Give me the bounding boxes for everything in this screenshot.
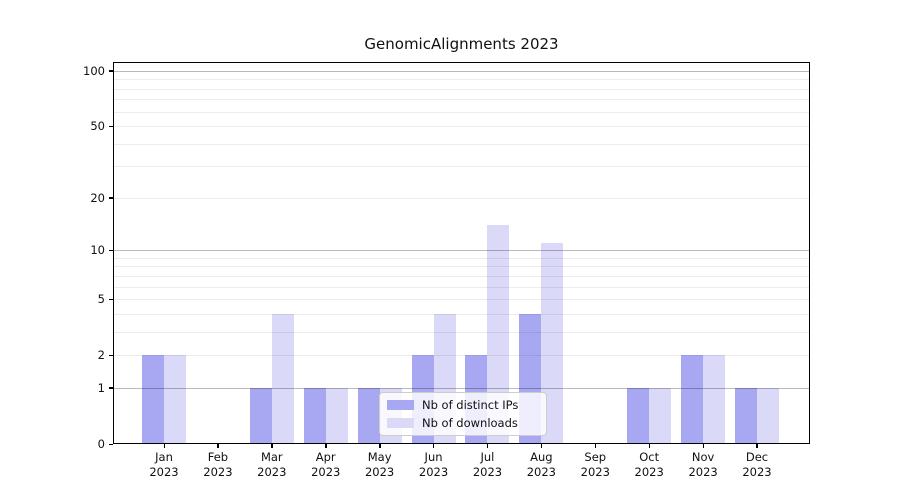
x-tick-label: Mar 2023: [257, 450, 287, 479]
gridline-y-90: [113, 79, 810, 81]
y-tick-label: 20: [90, 190, 105, 205]
x-tick-label: Apr 2023: [311, 450, 341, 479]
legend-row-downloads: Nb of downloads: [387, 416, 538, 430]
gridline-y-7: [113, 275, 810, 277]
x-tick-mark: [271, 444, 273, 448]
legend-swatch-distinct-ips-icon: [387, 400, 414, 410]
x-tick-label: Aug 2023: [526, 450, 556, 479]
legend-label-distinct-ips: Nb of distinct IPs: [422, 398, 519, 412]
chart-title: GenomicAlignments 2023: [364, 35, 559, 53]
gridline-y-20: [113, 197, 810, 199]
y-tick-label: 1: [97, 380, 105, 395]
gridline-y-50: [113, 126, 810, 128]
x-tick-mark: [433, 444, 435, 448]
x-tick-label: Dec 2023: [742, 450, 772, 479]
y-tick-mark: [109, 387, 113, 389]
x-tick-mark: [702, 444, 704, 448]
x-tick-label: Oct 2023: [634, 450, 664, 479]
gridline-y-40: [113, 143, 810, 145]
bar-distinct-ips: [681, 355, 704, 444]
x-tick-label: Jan 2023: [149, 450, 179, 479]
x-tick-label: Feb 2023: [203, 450, 233, 479]
bar-downloads: [325, 387, 348, 444]
x-tick-mark: [594, 444, 597, 448]
x-tick-mark: [217, 444, 219, 448]
bar-distinct-ips: [627, 387, 650, 444]
x-tick-mark: [756, 444, 758, 448]
gridline-y-9: [113, 257, 810, 259]
y-tick-label: 2: [97, 348, 105, 363]
x-tick-mark: [163, 444, 165, 448]
gridline-y-70: [113, 99, 810, 101]
gridline-y-30: [113, 166, 810, 168]
y-tick-label: 100: [83, 63, 105, 78]
y-tick-mark: [109, 125, 113, 128]
x-tick-mark: [379, 444, 381, 448]
y-tick-mark: [109, 70, 113, 72]
y-tick-mark: [109, 298, 113, 301]
bar-downloads: [649, 387, 672, 444]
gridline-y-8: [113, 266, 810, 268]
bar-distinct-ips: [142, 355, 164, 444]
x-tick-mark: [648, 444, 651, 448]
y-tick-mark: [109, 443, 113, 445]
x-tick-label: May 2023: [364, 450, 395, 479]
gridline-y-3: [113, 331, 810, 333]
x-tick-mark: [486, 444, 489, 448]
gridline-y-4: [113, 313, 810, 315]
legend-label-downloads: Nb of downloads: [422, 416, 518, 430]
x-tick-label: Jul 2023: [472, 450, 503, 479]
gridline-y-100: [113, 70, 810, 72]
gridline-y-60: [113, 111, 810, 113]
y-tick-label: 50: [90, 119, 105, 134]
x-tick-label: Sep 2023: [580, 450, 610, 479]
legend: Nb of distinct IPs Nb of downloads: [379, 392, 547, 436]
gridline-y-1: [113, 387, 810, 389]
x-tick-label: Jun 2023: [418, 450, 449, 479]
bar-distinct-ips: [249, 387, 272, 444]
gridline-y-80: [113, 88, 810, 90]
bar-distinct-ips: [303, 387, 326, 444]
y-tick-mark: [109, 354, 113, 357]
gridline-y-10: [113, 250, 810, 252]
y-tick-label: 0: [97, 437, 105, 451]
gridline-y-6: [113, 286, 810, 288]
bar-distinct-ips: [734, 387, 757, 444]
bar-downloads: [703, 355, 726, 444]
gridline-y-5: [113, 299, 810, 301]
legend-row-distinct-ips: Nb of distinct IPs: [387, 398, 538, 412]
y-tick-label: 5: [97, 292, 105, 307]
y-tick-mark: [109, 197, 113, 199]
bar-downloads: [541, 243, 564, 444]
bar-downloads: [164, 355, 186, 444]
bar-downloads: [756, 387, 779, 444]
gridline-y-2: [113, 355, 810, 357]
x-tick-label: Nov 2023: [688, 450, 718, 479]
y-tick-mark: [109, 249, 113, 252]
bar-downloads: [271, 313, 294, 444]
bar-distinct-ips: [357, 387, 380, 444]
bar-downloads: [487, 225, 510, 444]
x-tick-mark: [540, 444, 543, 448]
legend-swatch-downloads-icon: [387, 418, 414, 428]
y-tick-label: 10: [90, 243, 105, 258]
x-tick-mark: [325, 444, 327, 448]
